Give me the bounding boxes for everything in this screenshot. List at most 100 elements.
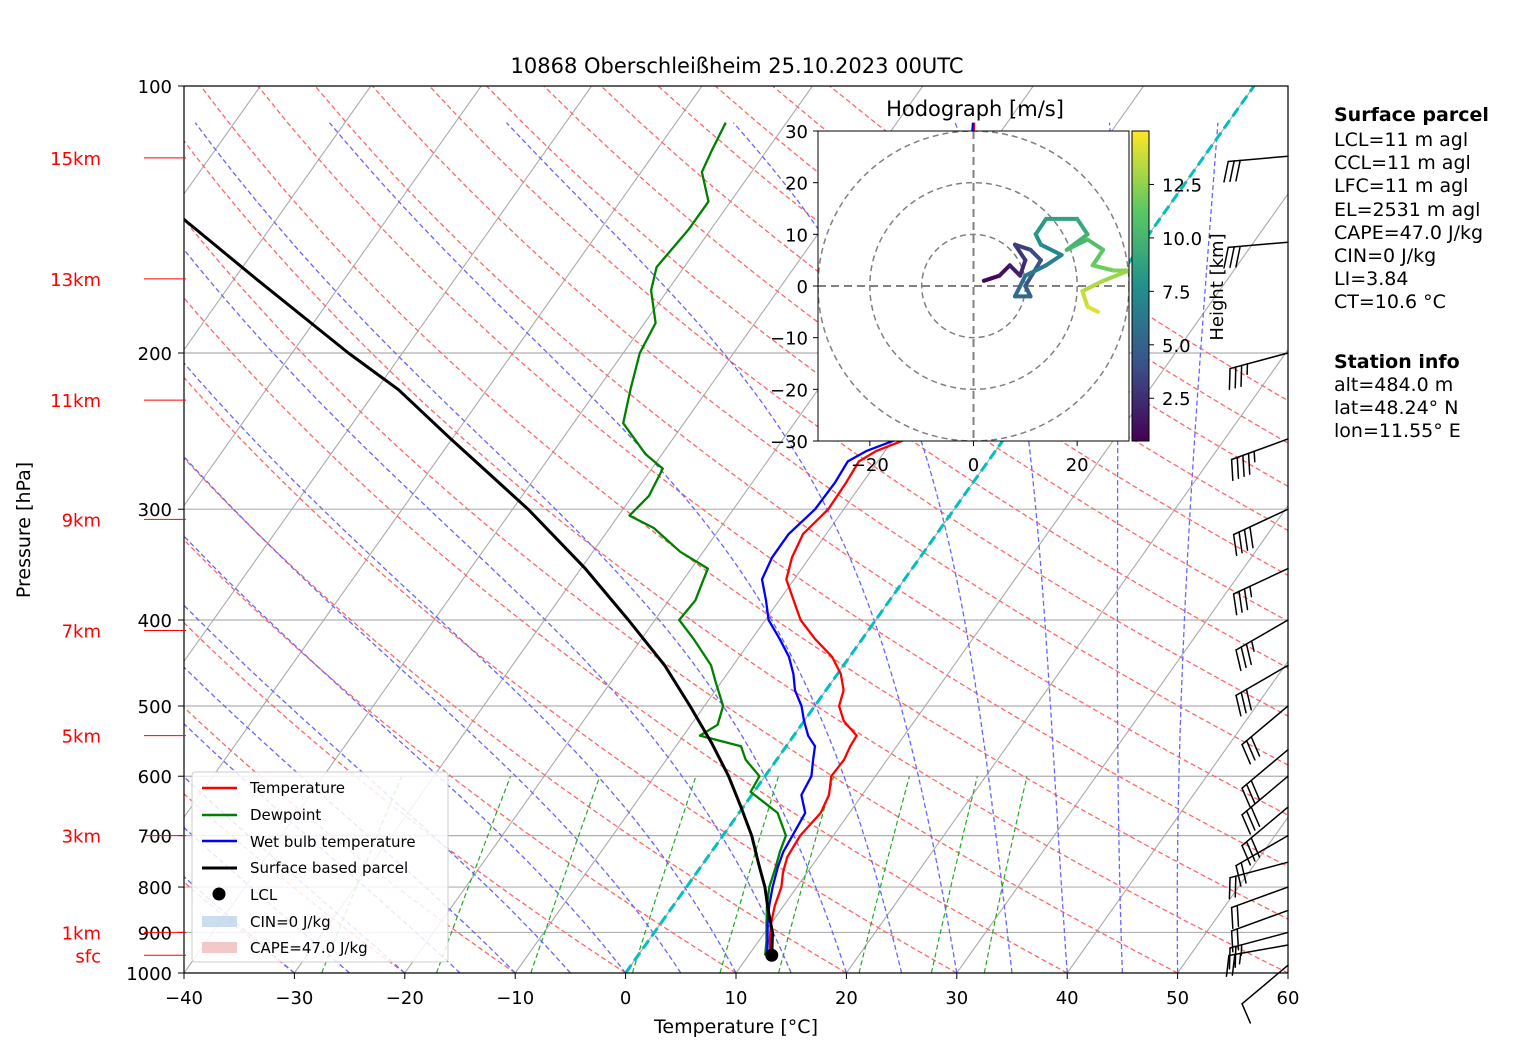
mixing-ratio-line [530,775,601,973]
hodograph-segment [1064,237,1090,252]
info-line: CT=10.6 °C [1334,291,1446,313]
station-info-heading: Station info [1334,351,1460,373]
barb-shaft [1230,438,1289,461]
legend-lcl-marker [212,887,226,901]
station-info: Station info alt=484.0 m lat=48.24° N lo… [1334,351,1461,442]
barb-flag [1234,875,1237,898]
legend-box [191,771,449,963]
hodograph-segment [1090,263,1116,273]
barb-flag [1236,928,1240,951]
barb-flag [1229,246,1235,269]
barb-shaft [1232,508,1289,536]
barb-flag [1228,947,1231,970]
hodograph-segment [1080,289,1090,309]
barb-shaft [1230,909,1289,932]
hodograph-y-tick-label: 20 [785,174,808,195]
moist-adiabat [194,122,848,973]
barb-shaft [1229,931,1289,949]
isotherm [184,86,482,507]
moist-adiabat [184,248,792,973]
height-label: 3km [62,827,101,848]
hodograph-segment [1085,304,1100,314]
barb-shaft [1241,705,1289,746]
hodograph-inset: Hodograph [m/s] −20 0 20 30 20 10 0 −10 −20 −30 2… [770,97,1228,476]
info-line: LI=3.84 [1334,268,1408,290]
barb-flag [1240,646,1247,669]
x-tick-label: −20 [386,988,424,1009]
x-tick-label: −10 [496,988,534,1009]
barb-flag [1236,904,1240,928]
hodograph-y-tick-label: −10 [770,329,808,350]
surface-parcel-info: Surface parcel LCL=11 m agl CCL=11 m agl… [1334,104,1489,313]
wind-barb [1228,352,1289,391]
barb-flag [1249,526,1254,549]
barb-flag [1234,366,1237,389]
y-tick-label: 900 [138,923,172,944]
dry-adiabat [200,86,1288,920]
colorbar-tick-label: 7.5 [1162,282,1191,303]
dry-adiabat [184,457,847,973]
colorbar-ticks: 2.5 5.0 7.5 10.0 12.5 [1149,175,1202,410]
barb-shaft [1241,748,1289,789]
hodograph-segment [1012,242,1033,252]
barb-flag [1228,876,1231,900]
height-label: sfc [75,946,101,967]
x-axis-label: Temperature [°C] [653,1016,818,1038]
barb-flag [1243,528,1249,551]
barb-flag [1241,787,1252,809]
moist-adiabat [184,535,627,973]
hodograph-segment [1033,216,1049,237]
barb-flag [1238,590,1243,613]
dry-adiabat [184,297,1068,973]
isotherm [184,86,703,819]
wind-barbs [1223,155,1289,1024]
wind-barb [1223,155,1289,183]
hodograph-segment [1080,278,1106,294]
height-label: 1km [62,923,101,944]
isotherm [735,192,1288,973]
x-tick-label: 50 [1166,988,1189,1009]
barb-flag [1245,688,1252,711]
legend-dewpoint: Dewpoint [250,806,321,824]
barb-shaft [1241,775,1289,816]
mixing-ratio-line [983,776,1028,973]
mixing-ratio-line [631,776,697,973]
barb-shaft [1229,861,1289,879]
barb-flag [1240,861,1247,884]
barb-flag [1231,953,1236,976]
dry-adiabat [184,538,737,973]
wind-barb [1235,664,1289,717]
parcel-line [184,217,774,956]
height-label: 13km [50,270,101,291]
legend-cin: CIN=0 J/kg [250,913,331,931]
barb-flag [1250,736,1261,757]
legend-temperature: Temperature [249,779,345,797]
hodograph-segment [1101,268,1129,283]
wind-barb [1241,775,1289,835]
dewpoint-line [622,122,788,956]
barb-flag [1245,643,1252,666]
hodograph-segment [1090,247,1106,268]
dry-adiabat [184,139,1288,973]
hodograph-segment [1018,258,1028,278]
barb-flag [1249,585,1253,598]
x-tick-label: −30 [275,988,313,1009]
barb-flag [1223,160,1229,183]
y-tick-label: 400 [138,611,172,632]
barb-flag [1250,779,1261,801]
height-label: 7km [62,621,101,642]
hodograph-title: Hodograph [m/s] [886,97,1064,121]
legend-cape: CAPE=47.0 J/kg [250,939,368,957]
barb-flag [1241,743,1252,765]
x-tick-label: 0 [620,988,631,1009]
height-label: 9km [62,510,101,531]
hodograph-x-tick-label: 20 [1066,455,1089,476]
moist-adiabat [184,604,571,973]
axis-ticks: −40 −30 −20 −10 0 10 20 30 40 50 60100200300400500… [126,77,1299,1009]
wind-barb [1241,748,1289,809]
isotherm [1177,816,1288,973]
isotherm [184,86,593,663]
isotherm [184,86,372,351]
hodograph-ticks: −20 0 20 30 20 10 0 −10 −20 −30 [770,122,1089,476]
